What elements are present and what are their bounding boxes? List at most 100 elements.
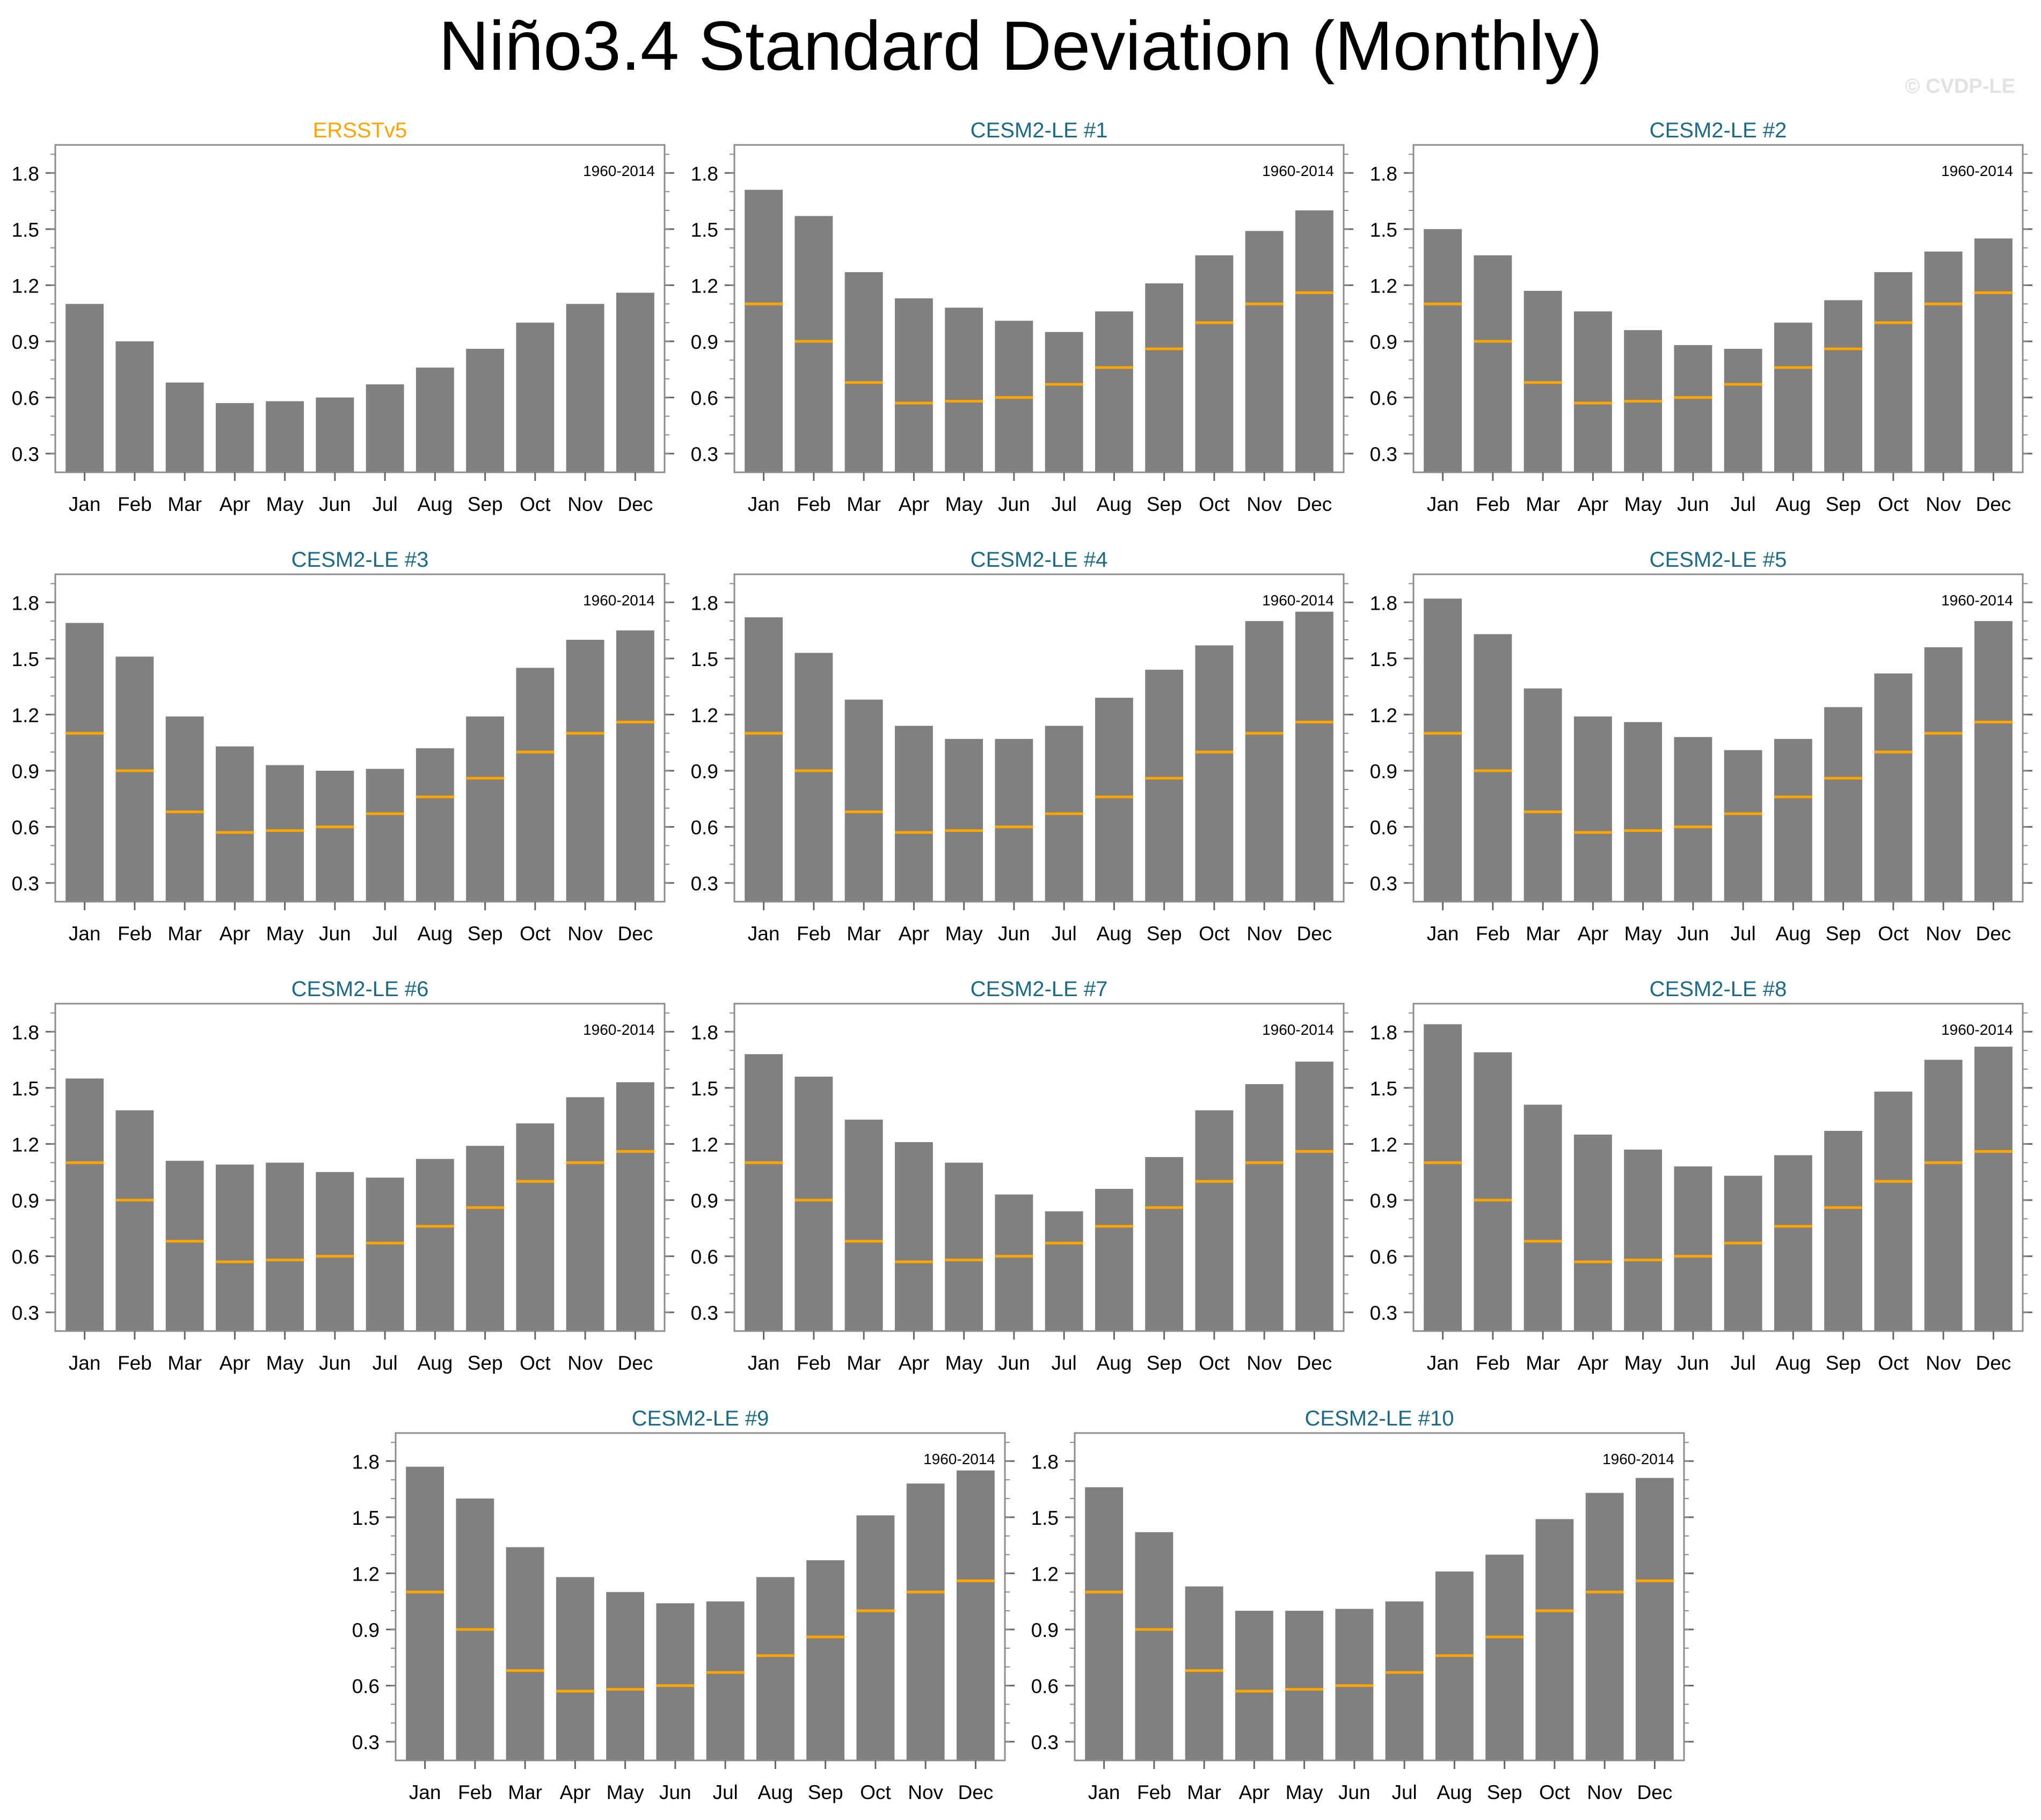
- bar-feb: [794, 1076, 833, 1331]
- x-tick-label-apr: Apr: [899, 493, 930, 515]
- x-tick-label-jun: Jun: [998, 1352, 1030, 1374]
- bar-mar: [844, 699, 883, 902]
- bar-jul: [1724, 348, 1762, 472]
- period-label: 1960-2014: [1262, 592, 1334, 609]
- x-tick-label-oct: Oct: [520, 1352, 551, 1374]
- x-tick-label-apr: Apr: [1578, 1352, 1609, 1374]
- plot-frame: [1412, 1003, 2024, 1332]
- bar-oct: [1874, 272, 1913, 472]
- bar-may: [606, 1592, 645, 1760]
- x-tick-label-apr: Apr: [220, 1352, 251, 1374]
- x-tick-label-may: May: [1286, 1781, 1323, 1803]
- y-tick-label: 1.5: [691, 648, 718, 670]
- x-tick-label-feb: Feb: [118, 1352, 152, 1374]
- y-tick-label: 0.3: [691, 443, 718, 465]
- x-tick-label-dec: Dec: [1976, 1352, 2011, 1374]
- y-tick-label: 1.5: [1031, 1507, 1059, 1529]
- y-tick-label: 1.2: [352, 1563, 380, 1585]
- bar-jul: [1045, 332, 1083, 472]
- bar-jan: [745, 1054, 783, 1331]
- bar-mar: [165, 1160, 204, 1331]
- panel-title: CESM2-LE #5: [1650, 548, 1787, 572]
- period-label: 1960-2014: [583, 592, 655, 609]
- y-tick-label: 0.3: [1370, 443, 1397, 465]
- y-tick-label: 0.9: [12, 761, 39, 783]
- bar-dec: [616, 1082, 654, 1331]
- x-tick-label-oct: Oct: [1199, 493, 1230, 515]
- x-tick-label-apr: Apr: [220, 493, 251, 515]
- panel-4: 0.3 0.6 0.9 1.2 1.5 1.8 Jan Feb Mar Apr May Jun Jul A…: [12, 548, 674, 945]
- x-tick-label-jul: Jul: [372, 923, 397, 945]
- x-tick-label-sep: Sep: [468, 493, 503, 515]
- y-tick-label: 1.8: [12, 592, 39, 614]
- bar-may: [1285, 1611, 1324, 1760]
- y-tick-label: 0.9: [1370, 331, 1397, 353]
- bar-sep: [1824, 300, 1863, 472]
- panel-5: 0.3 0.6 0.9 1.2 1.5 1.8 Jan Feb Mar Apr May Jun Jul A…: [691, 548, 1353, 945]
- bar-dec: [956, 1470, 995, 1760]
- x-tick-label-may: May: [1624, 923, 1662, 945]
- bar-nov: [906, 1483, 945, 1760]
- plot-frame: [733, 1003, 1345, 1332]
- bar-dec: [616, 630, 654, 902]
- y-tick-label: 0.9: [12, 1190, 39, 1212]
- x-tick-label-jan: Jan: [69, 1352, 101, 1374]
- plot-frame: [54, 1003, 666, 1332]
- plot-frame: [54, 573, 666, 903]
- x-tick-label-aug: Aug: [417, 923, 453, 945]
- bar-apr: [1235, 1611, 1273, 1760]
- bar-jul: [1724, 750, 1762, 902]
- x-tick-label-feb: Feb: [118, 923, 152, 945]
- bar-nov: [1585, 1493, 1624, 1760]
- x-tick-label-jun: Jun: [319, 493, 351, 515]
- y-tick-label: 0.3: [1031, 1731, 1059, 1753]
- bar-jan: [745, 189, 783, 473]
- x-tick-label-apr: Apr: [1578, 493, 1609, 515]
- x-tick-label-mar: Mar: [1526, 923, 1560, 945]
- period-label: 1960-2014: [923, 1451, 995, 1467]
- bar-jun: [1674, 737, 1712, 902]
- bar-jan: [1085, 1487, 1124, 1760]
- bar-may: [1624, 1149, 1663, 1331]
- x-tick-label-jan: Jan: [69, 493, 101, 515]
- x-tick-label-feb: Feb: [1476, 923, 1510, 945]
- x-tick-label-dec: Dec: [958, 1781, 993, 1803]
- bar-jul: [366, 769, 404, 902]
- bar-jan: [1424, 598, 1462, 902]
- y-tick-label: 1.5: [691, 219, 718, 241]
- x-tick-label-jul: Jul: [1391, 1781, 1417, 1803]
- bar-feb: [115, 656, 154, 902]
- x-tick-label-jan: Jan: [409, 1781, 441, 1803]
- y-tick-label: 0.6: [12, 817, 39, 839]
- x-tick-label-oct: Oct: [860, 1781, 891, 1803]
- bar-jan: [1424, 1024, 1462, 1331]
- x-tick-label-apr: Apr: [1239, 1781, 1270, 1803]
- x-tick-label-jan: Jan: [1427, 493, 1459, 515]
- period-label: 1960-2014: [1262, 1021, 1334, 1038]
- x-tick-label-sep: Sep: [1487, 1781, 1522, 1803]
- y-tick-label: 1.5: [1370, 219, 1397, 241]
- period-label: 1960-2014: [1262, 163, 1334, 179]
- bar-dec: [1295, 611, 1333, 902]
- x-tick-label-feb: Feb: [1476, 493, 1510, 515]
- bar-mar: [1524, 688, 1562, 902]
- x-tick-label-may: May: [945, 493, 983, 515]
- plot-frame: [1412, 144, 2024, 473]
- period-label: 1960-2014: [583, 163, 655, 179]
- x-tick-label-sep: Sep: [1826, 1352, 1861, 1374]
- x-tick-label-oct: Oct: [1878, 923, 1909, 945]
- bar-may: [266, 401, 304, 472]
- x-tick-label-aug: Aug: [1437, 1781, 1472, 1803]
- bar-feb: [794, 216, 833, 472]
- panel-6: 0.3 0.6 0.9 1.2 1.5 1.8 Jan Feb Mar Apr May Jun Jul A…: [1370, 548, 2032, 945]
- panel-8: 0.3 0.6 0.9 1.2 1.5 1.8 Jan Feb Mar Apr May Jun Jul A…: [691, 977, 1353, 1374]
- bar-feb: [1474, 255, 1512, 472]
- x-tick-label-oct: Oct: [1878, 493, 1909, 515]
- x-tick-label-aug: Aug: [1096, 493, 1132, 515]
- plot-frame: [54, 144, 666, 473]
- plot-frame: [395, 1432, 1006, 1761]
- bar-may: [266, 765, 304, 902]
- panel-7: 0.3 0.6 0.9 1.2 1.5 1.8 Jan Feb Mar Apr May Jun Jul A…: [12, 977, 674, 1374]
- x-tick-label-dec: Dec: [617, 923, 653, 945]
- y-tick-label: 1.5: [12, 219, 39, 241]
